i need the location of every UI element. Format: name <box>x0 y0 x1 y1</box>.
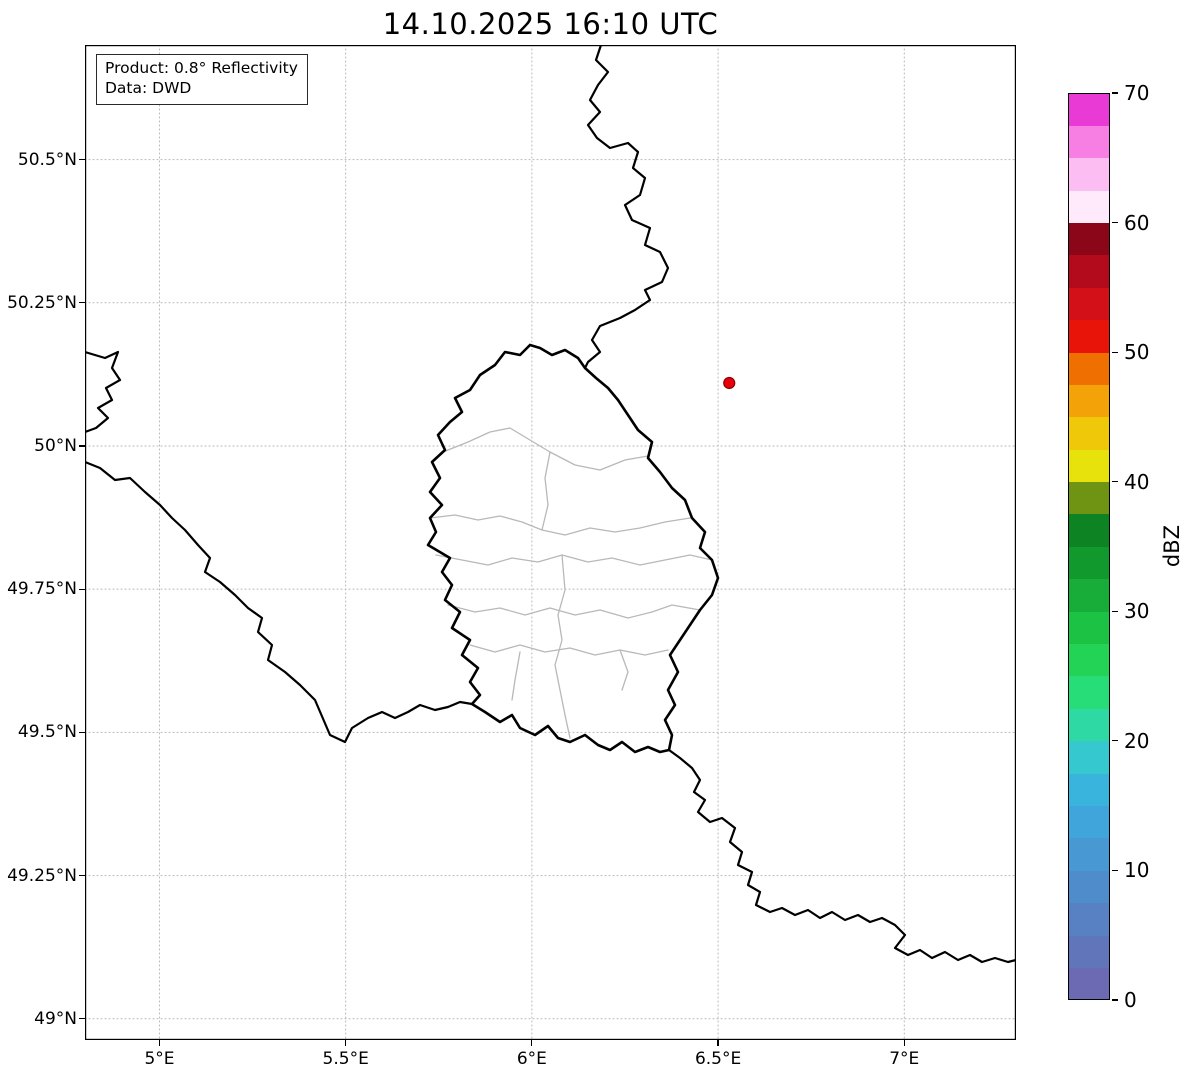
colorbar-segment <box>1069 254 1109 288</box>
district-border-line <box>442 427 649 471</box>
colorbar-segment <box>1069 481 1109 515</box>
colorbar-tick-mark <box>1112 351 1118 353</box>
y-tick-label: 49.25°N <box>7 865 77 886</box>
y-tick-label: 49°N <box>34 1008 77 1029</box>
colorbar-tick-label: 60 <box>1124 210 1150 235</box>
colorbar-segment <box>1069 805 1109 839</box>
district-border-line <box>435 554 713 566</box>
national-border-line <box>85 350 122 434</box>
colorbar-tick-mark <box>1112 740 1118 742</box>
x-tick-label: 6.5°E <box>694 1049 742 1069</box>
colorbar-axis-label: dBZ <box>1160 524 1184 568</box>
colorbar-segment <box>1069 94 1109 126</box>
colorbar-tick-label: 40 <box>1124 469 1150 494</box>
national-border-line <box>85 460 474 744</box>
colorbar-tick-label: 10 <box>1124 858 1150 883</box>
x-tick-mark <box>903 1040 905 1046</box>
national-border-line <box>667 748 1016 964</box>
colorbar-segment <box>1069 611 1109 645</box>
colorbar-tick-mark <box>1112 999 1118 1001</box>
y-tick-label: 50.25°N <box>7 292 77 313</box>
colorbar-segment <box>1069 384 1109 418</box>
map-plot-area: Product: 0.8° Reflectivity Data: DWD <box>85 45 1016 1040</box>
y-tick-mark <box>79 158 85 161</box>
colorbar-tick-label: 0 <box>1124 988 1137 1012</box>
plot-frame <box>85 45 1016 1040</box>
x-tick-label: 7°E <box>889 1049 920 1069</box>
product-info-box: Product: 0.8° Reflectivity Data: DWD <box>96 54 308 105</box>
colorbar-segment <box>1069 935 1109 968</box>
colorbar-segment <box>1069 222 1109 256</box>
x-tick-label: 5.5°E <box>322 1049 369 1069</box>
colorbar-segment <box>1069 513 1109 547</box>
colorbar-segment <box>1069 189 1109 223</box>
colorbar <box>1068 93 1110 1000</box>
national-border-line <box>583 45 670 370</box>
colorbar-segment <box>1069 740 1109 774</box>
colorbar-segment <box>1069 902 1109 936</box>
district-border-line <box>541 451 551 531</box>
product-info-line: Product: 0.8° Reflectivity <box>105 59 298 77</box>
colorbar-tick-mark <box>1112 221 1118 224</box>
colorbar-segment <box>1069 319 1109 353</box>
colorbar-segment <box>1069 578 1109 612</box>
y-tick-label: 49.75°N <box>7 579 77 600</box>
colorbar-tick-mark <box>1112 92 1118 94</box>
data-source-line: Data: DWD <box>105 79 192 98</box>
y-tick-label: 49.5°N <box>17 722 77 743</box>
colorbar-segment <box>1069 287 1109 321</box>
y-tick-mark <box>79 1018 85 1020</box>
x-tick-label: 5°E <box>144 1049 175 1069</box>
y-tick-mark <box>79 731 85 733</box>
x-tick-mark <box>158 1040 161 1046</box>
colorbar-segment <box>1069 967 1109 999</box>
colorbar-segment <box>1069 125 1109 159</box>
colorbar-segment <box>1069 675 1109 709</box>
colorbar-segment <box>1069 546 1109 580</box>
x-tick-mark <box>531 1040 533 1046</box>
colorbar-segment <box>1069 708 1109 742</box>
colorbar-segment <box>1069 773 1109 807</box>
colorbar-segment <box>1069 416 1109 450</box>
colorbar-segment <box>1069 157 1109 191</box>
district-border-line <box>469 644 669 656</box>
y-tick-mark <box>79 874 85 877</box>
figure-title: 14.10.2025 16:10 UTC <box>382 7 719 41</box>
x-tick-mark <box>717 1040 719 1046</box>
colorbar-tick-mark <box>1112 869 1118 872</box>
colorbar-tick-label: 30 <box>1124 599 1150 624</box>
district-border-line <box>619 649 629 691</box>
y-tick-mark <box>79 302 85 304</box>
colorbar-tick-mark <box>1112 610 1118 612</box>
colorbar-segment <box>1069 643 1109 677</box>
colorbar-tick-mark <box>1112 481 1118 483</box>
district-border-line <box>511 651 521 701</box>
luxembourg-border-line <box>426 343 720 754</box>
district-border-line <box>429 514 691 536</box>
y-tick-mark <box>79 588 85 590</box>
colorbar-segment <box>1069 870 1109 904</box>
y-tick-label: 50.5°N <box>17 149 77 170</box>
map-svg <box>85 45 1016 1040</box>
colorbar-tick-label: 20 <box>1124 728 1150 753</box>
radar-site-marker <box>723 376 736 390</box>
district-border-line <box>447 604 701 619</box>
colorbar-segment <box>1069 449 1109 483</box>
colorbar-segment <box>1069 837 1109 871</box>
y-tick-label: 50°N <box>34 435 77 456</box>
colorbar-tick-label: 50 <box>1124 340 1150 365</box>
district-border-line <box>554 554 571 739</box>
x-tick-mark <box>345 1040 347 1046</box>
colorbar-tick-label: 70 <box>1124 81 1150 105</box>
x-tick-label: 6°E <box>516 1049 547 1069</box>
y-tick-mark <box>79 445 85 447</box>
colorbar-segment <box>1069 351 1109 385</box>
